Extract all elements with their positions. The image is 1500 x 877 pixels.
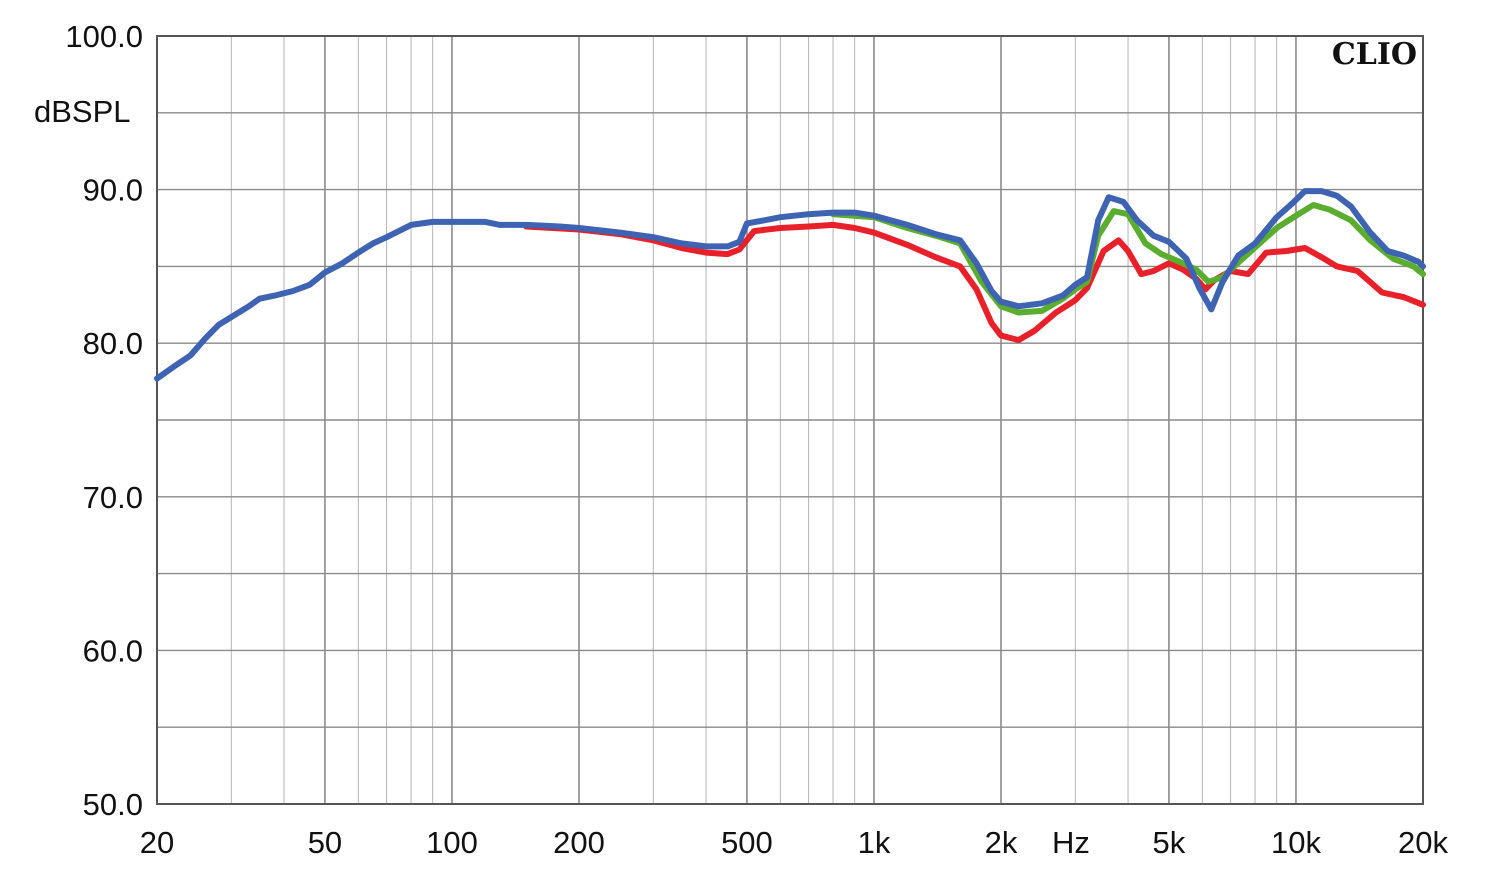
x-tick-label: 1k xyxy=(858,825,891,860)
y-tick-label: 50.0 xyxy=(83,787,143,822)
plot-frame xyxy=(156,35,1424,805)
x-axis-label: Hz xyxy=(1052,825,1090,860)
brand-label: CLIO xyxy=(1332,37,1417,72)
y-tick-label: 80.0 xyxy=(83,326,143,361)
x-tick-label: 20 xyxy=(140,825,174,860)
y-tick-label: 60.0 xyxy=(83,633,143,668)
series-layer xyxy=(154,188,1426,382)
series-line-3 xyxy=(154,188,1426,382)
series-line-1 xyxy=(523,221,1426,344)
major-gridlines xyxy=(157,36,1423,804)
y-tick-label: 70.0 xyxy=(83,480,143,515)
series-line-2 xyxy=(830,202,1426,316)
x-tick-label: 100 xyxy=(426,825,478,860)
x-tick-label: 500 xyxy=(721,825,773,860)
x-tick-label: 10k xyxy=(1271,825,1321,860)
y-tick-label: 90.0 xyxy=(83,173,143,208)
x-tick-label: 200 xyxy=(553,825,605,860)
x-tick-labels: 20 50 100 200 500 1k 2k 5k 10k 20k xyxy=(140,825,1449,860)
x-tick-label: 5k xyxy=(1153,825,1186,860)
x-tick-label: 20k xyxy=(1398,825,1448,860)
y-tick-label: 100.0 xyxy=(65,19,143,54)
x-tick-label: 2k xyxy=(985,825,1018,860)
y-tick-labels: 100.0 90.0 80.0 70.0 60.0 50.0 xyxy=(65,19,143,822)
x-tick-label: 50 xyxy=(308,825,342,860)
y-axis-label: dBSPL xyxy=(34,94,131,129)
